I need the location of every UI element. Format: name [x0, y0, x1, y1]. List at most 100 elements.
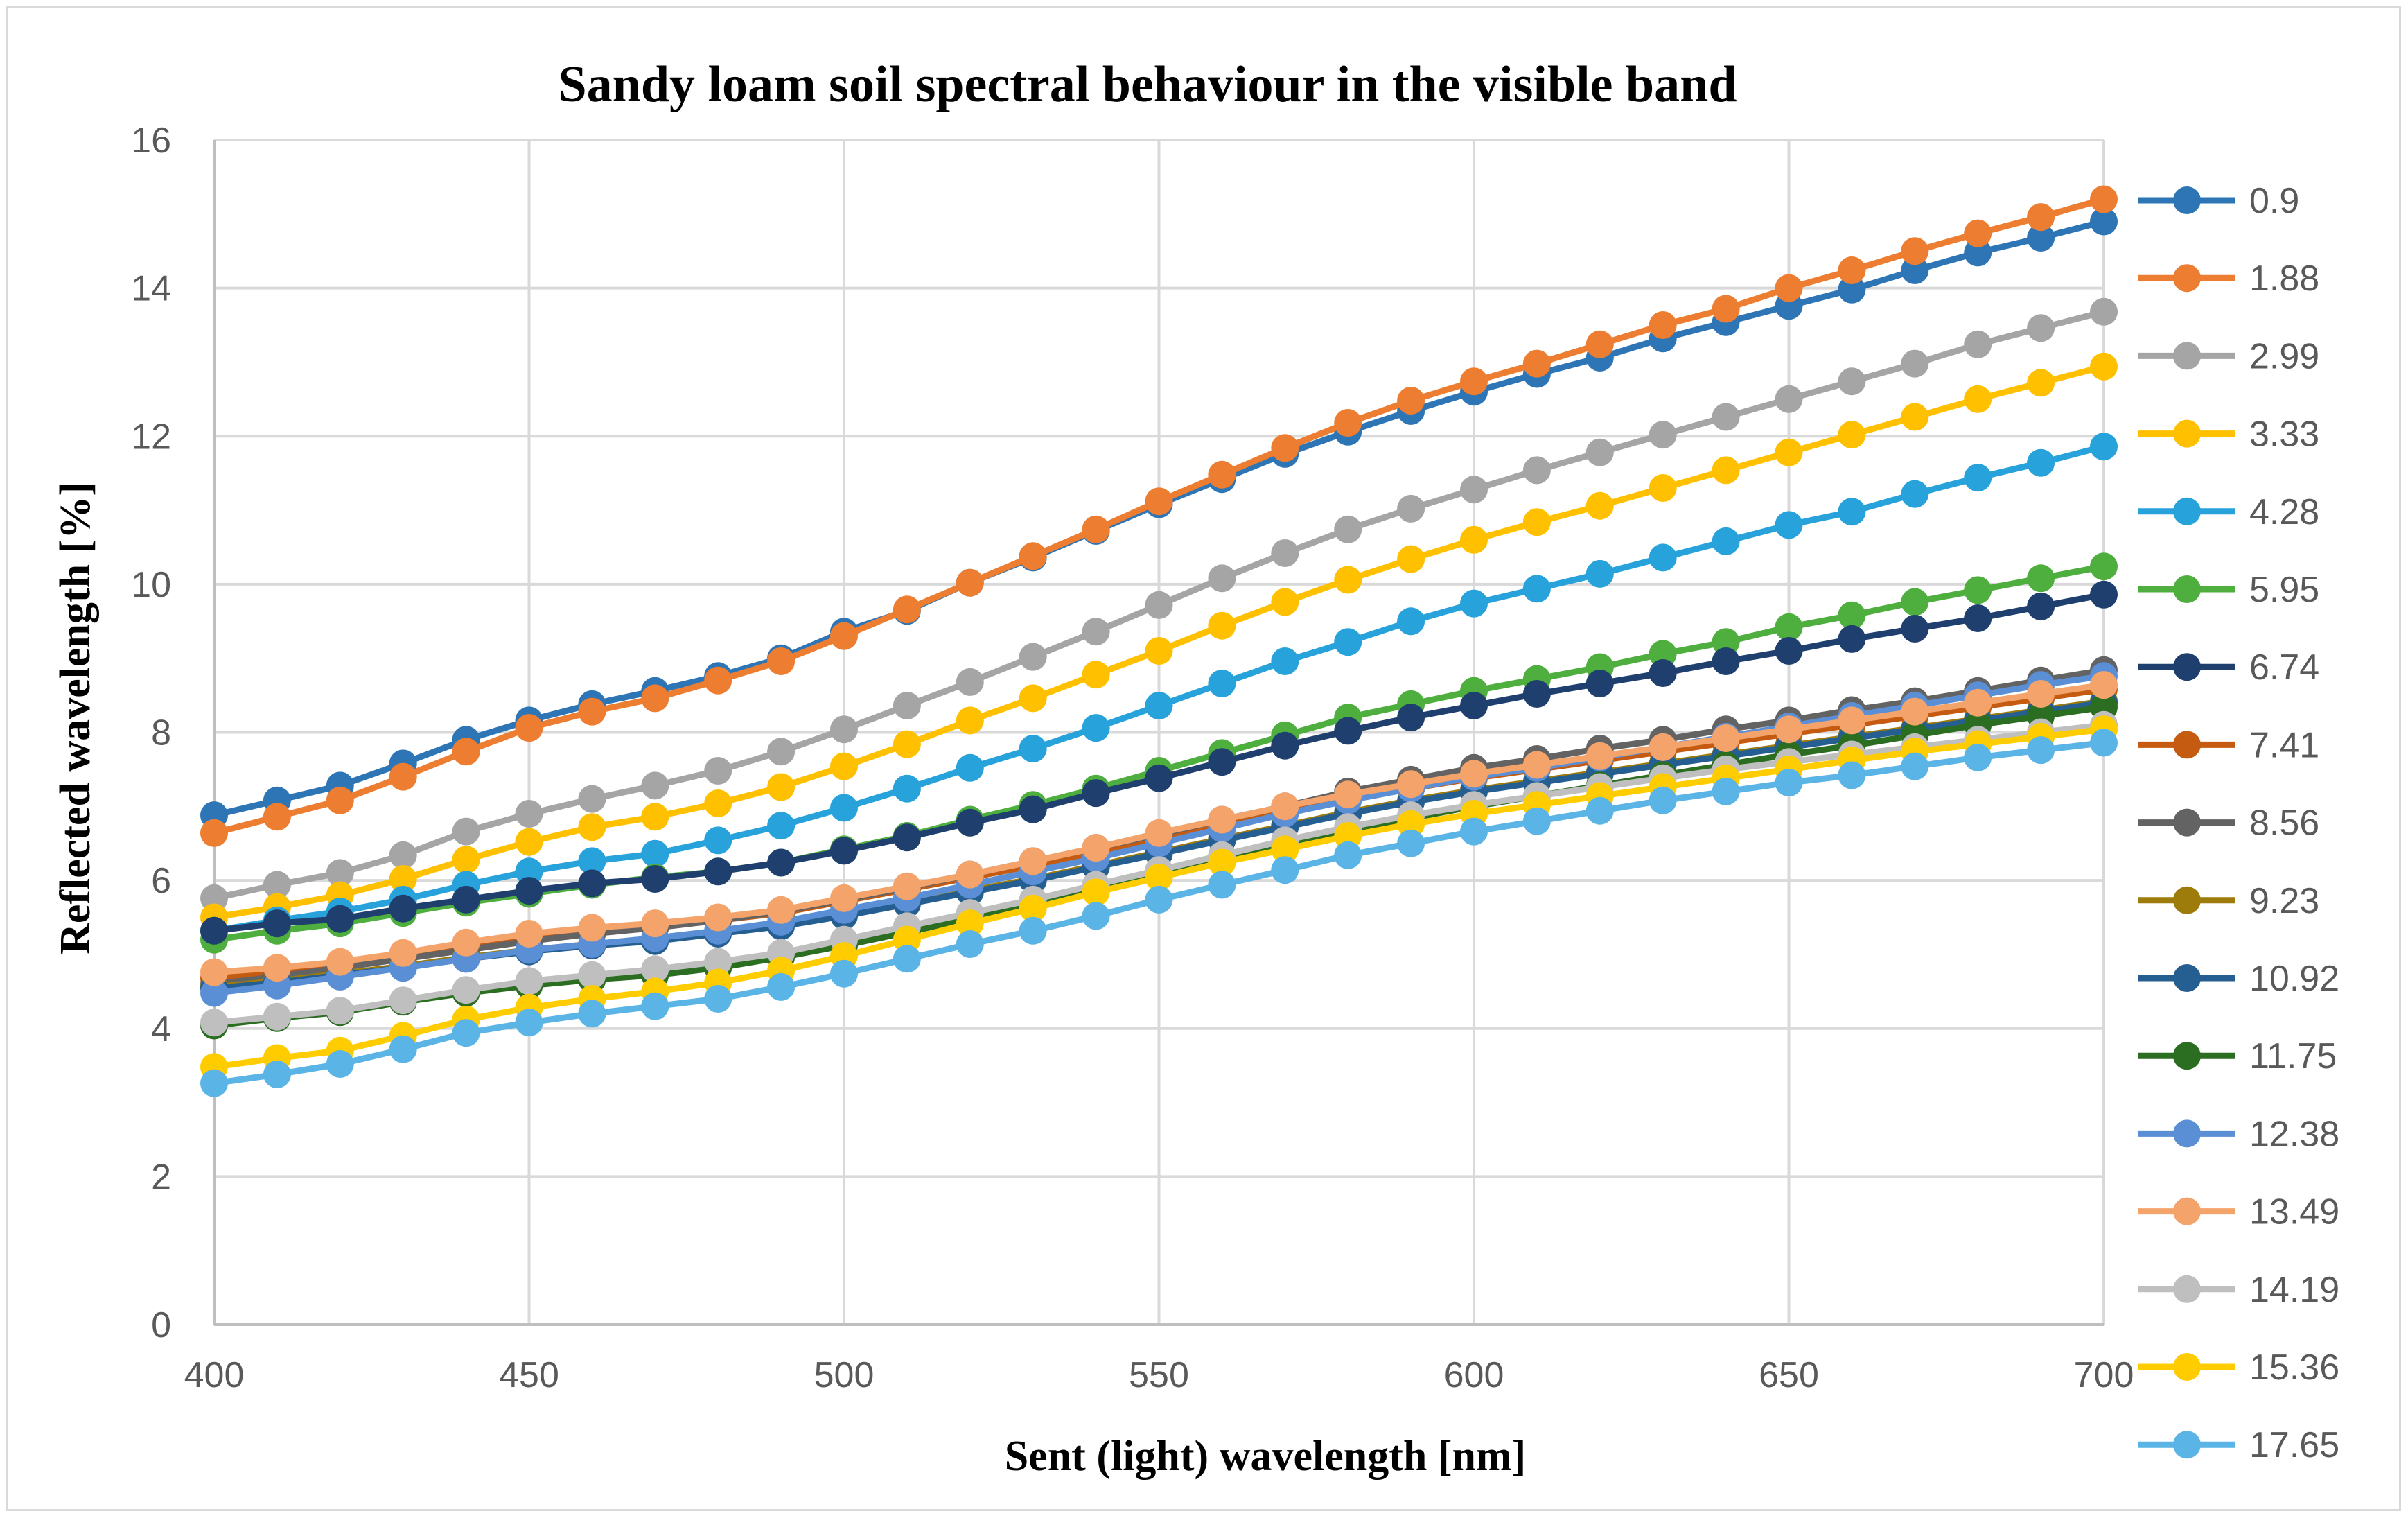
legend-item: 11.75 — [2138, 1036, 2337, 1076]
data-point — [1145, 819, 1173, 847]
data-point — [1712, 628, 1740, 656]
data-point — [956, 706, 984, 735]
data-point — [1334, 717, 1362, 745]
data-point — [578, 697, 606, 726]
data-point — [1775, 385, 1803, 413]
data-point — [767, 896, 796, 924]
data-point — [1397, 607, 1425, 636]
data-point — [1271, 835, 1299, 864]
data-point — [1964, 688, 1992, 717]
data-point — [1649, 421, 1677, 449]
x-axis-title: Sent (light) wavelength [nm] — [1005, 1433, 1527, 1480]
data-point — [1775, 637, 1803, 665]
data-point — [2090, 552, 2118, 581]
data-point — [578, 785, 606, 813]
data-point — [1460, 589, 1488, 618]
data-point — [389, 939, 417, 967]
data-point — [263, 1061, 291, 1088]
legend-label: 5.95 — [2249, 570, 2319, 610]
data-point — [389, 762, 417, 791]
data-point — [1019, 894, 1047, 923]
data-point — [1964, 743, 1992, 771]
data-point — [704, 757, 732, 785]
legend-swatch-marker — [2173, 1197, 2201, 1225]
data-point — [1712, 403, 1740, 431]
data-point — [1208, 611, 1236, 640]
data-point — [1901, 403, 1929, 431]
data-point — [1145, 885, 1173, 914]
data-point — [641, 684, 669, 713]
data-point — [578, 813, 606, 841]
data-point — [200, 979, 228, 1007]
data-point — [1460, 367, 1488, 396]
data-point — [1334, 841, 1362, 869]
data-point — [1649, 543, 1677, 572]
data-point — [1775, 613, 1803, 641]
data-point — [263, 1002, 291, 1031]
data-point — [326, 948, 354, 976]
data-point — [1208, 848, 1236, 877]
data-point — [389, 841, 417, 869]
data-point — [704, 985, 732, 1013]
data-point — [1712, 777, 1740, 805]
data-point — [1019, 735, 1047, 762]
data-point — [893, 595, 921, 624]
series-2.99 — [200, 297, 2118, 912]
data-point — [263, 954, 291, 982]
legend-item: 7.41 — [2138, 725, 2319, 765]
data-point — [641, 839, 669, 868]
data-point — [200, 1069, 228, 1097]
data-point — [1460, 760, 1488, 788]
legend-item: 15.36 — [2138, 1347, 2339, 1388]
data-point — [2027, 448, 2055, 477]
legend-item: 6.74 — [2138, 647, 2319, 688]
data-point — [200, 884, 228, 912]
data-point — [515, 857, 543, 886]
data-point — [1522, 807, 1551, 835]
data-point — [326, 905, 354, 933]
data-point — [1585, 670, 1614, 697]
data-point — [578, 914, 606, 942]
data-point — [2090, 207, 2118, 236]
data-point — [2027, 592, 2055, 620]
data-point — [452, 738, 480, 766]
data-point — [704, 857, 732, 886]
data-point — [2090, 433, 2118, 461]
data-point — [956, 568, 984, 597]
data-point — [1775, 715, 1803, 744]
data-point — [1585, 742, 1614, 770]
data-point — [1522, 751, 1551, 779]
data-point — [1208, 564, 1236, 593]
data-point — [2090, 729, 2118, 757]
data-point — [1397, 770, 1425, 799]
data-point — [1334, 822, 1362, 850]
data-point — [1901, 615, 1929, 643]
legend-swatch-marker — [2173, 1042, 2201, 1070]
data-point — [1585, 491, 1614, 520]
data-point — [1649, 640, 1677, 668]
data-point — [326, 997, 354, 1025]
data-point — [1964, 219, 1992, 247]
data-point — [830, 794, 858, 822]
data-point — [452, 885, 480, 914]
data-point — [515, 967, 543, 995]
data-point — [200, 1009, 228, 1037]
data-point — [956, 753, 984, 782]
data-point — [1901, 237, 1929, 265]
data-point — [1838, 256, 1866, 284]
legend-label: 0.9 — [2249, 181, 2299, 221]
data-point — [515, 1009, 543, 1037]
legend-swatch-marker — [2173, 186, 2201, 214]
data-point — [1585, 438, 1614, 466]
y-tick-label: 16 — [131, 121, 171, 161]
data-point — [2090, 671, 2118, 699]
data-point — [1145, 591, 1173, 619]
legend-swatch-marker — [2173, 1353, 2201, 1381]
series-lines — [200, 185, 2118, 1097]
data-point — [1585, 330, 1614, 358]
data-point — [1397, 829, 1425, 857]
data-point — [1082, 779, 1110, 808]
data-point — [515, 800, 543, 828]
legend-swatch-marker — [2173, 1119, 2201, 1148]
chart-title: Sandy loam soil spectral behaviour in th… — [559, 56, 1737, 113]
